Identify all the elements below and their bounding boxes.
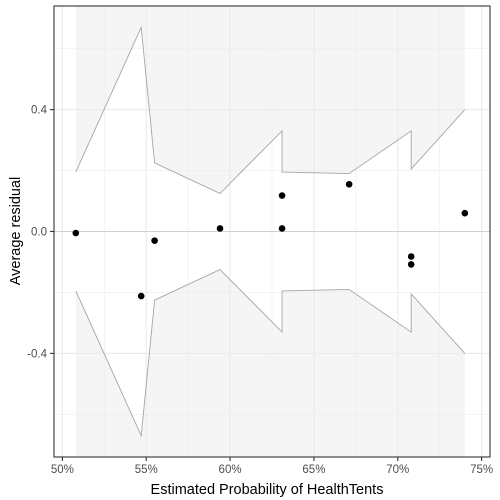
data-point [408, 261, 415, 268]
x-tick-label: 55% [135, 464, 158, 476]
x-tick-label: 65% [302, 464, 325, 476]
data-point [346, 181, 353, 188]
x-tick-label: 50% [51, 464, 74, 476]
x-tick-label: 70% [386, 464, 409, 476]
data-point [138, 293, 145, 300]
data-point [73, 230, 80, 237]
y-axis-title: Average residual [8, 177, 24, 286]
y-tick-label: -0.4 [27, 348, 47, 360]
data-point [462, 210, 469, 217]
data-point [408, 253, 415, 260]
x-tick-label: 75% [470, 464, 493, 476]
y-tick-label: 0.0 [31, 227, 47, 239]
x-axis-title: Estimated Probability of HealthTents [151, 482, 384, 498]
data-point [151, 237, 158, 244]
data-point [279, 225, 286, 232]
y-tick-label: 0.4 [31, 105, 48, 117]
data-point [279, 192, 286, 199]
x-tick-label: 60% [219, 464, 242, 476]
data-point [217, 225, 224, 232]
